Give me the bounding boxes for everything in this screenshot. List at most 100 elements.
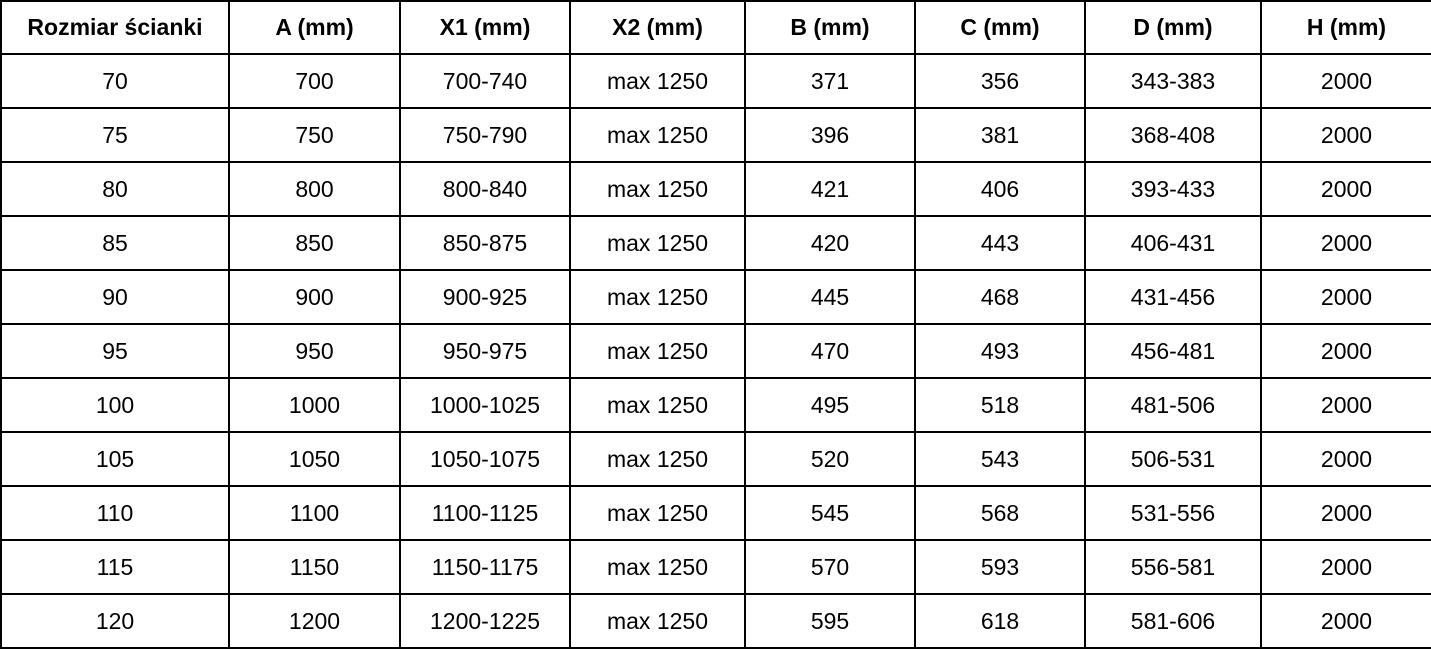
column-header-x2-mm: X2 (mm) [569,0,746,55]
table-row: 100 1000 1000-1025 max 1250 495 518 481-506 200… [0,377,1431,433]
table-cell: 100 [0,377,230,433]
table-cell: 2000 [1260,53,1431,109]
table-cell: 371 [744,53,916,109]
table-row: 90 900 900-925 max 1250 445 468 431-456 2000 [0,269,1431,325]
table-cell: 1200-1225 [399,593,571,649]
table-cell: 90 [0,269,230,325]
table-cell: 850-875 [399,215,571,271]
table-cell: 1200 [228,593,401,649]
table-cell: max 1250 [569,323,746,379]
column-header-a-mm: A (mm) [228,0,401,55]
table-cell: 545 [744,485,916,541]
table-cell: max 1250 [569,53,746,109]
table-cell: 493 [914,323,1086,379]
table-cell: 120 [0,593,230,649]
table-cell: 568 [914,485,1086,541]
table-cell: 900-925 [399,269,571,325]
table-cell: max 1250 [569,431,746,487]
table-cell: max 1250 [569,377,746,433]
table-cell: 1000 [228,377,401,433]
table-cell: 595 [744,593,916,649]
table-cell: 2000 [1260,377,1431,433]
table-cell: 110 [0,485,230,541]
table-cell: 356 [914,53,1086,109]
table-cell: 1050 [228,431,401,487]
table-cell: 1100-1125 [399,485,571,541]
table-cell: 570 [744,539,916,595]
table-cell: 2000 [1260,161,1431,217]
table-cell: max 1250 [569,269,746,325]
table-cell: 950 [228,323,401,379]
table-row: 110 1100 1100-1125 max 1250 545 568 531-556 200… [0,485,1431,541]
table-cell: 70 [0,53,230,109]
column-header-h-mm: H (mm) [1260,0,1431,55]
table-cell: 2000 [1260,539,1431,595]
table-cell: 520 [744,431,916,487]
table-cell: 431-456 [1084,269,1262,325]
table-cell: max 1250 [569,107,746,163]
table-cell: 850 [228,215,401,271]
table-cell: 950-975 [399,323,571,379]
table-cell: 85 [0,215,230,271]
table-cell: 2000 [1260,215,1431,271]
table-cell: 421 [744,161,916,217]
table-row: 120 1200 1200-1225 max 1250 595 618 581-606 200… [0,593,1431,649]
table-cell: 105 [0,431,230,487]
table-cell: 381 [914,107,1086,163]
column-header-c-mm: C (mm) [914,0,1086,55]
table-cell: max 1250 [569,161,746,217]
column-header-b-mm: B (mm) [744,0,916,55]
table-row: 80 800 800-840 max 1250 421 406 393-433 2000 [0,161,1431,217]
table-row: 95 950 950-975 max 1250 470 493 456-481 2000 [0,323,1431,379]
table-cell: 700 [228,53,401,109]
table-header: Rozmiar ścianki A (mm) X1 (mm) X2 (mm) B… [0,0,1431,55]
table-cell: 900 [228,269,401,325]
table-cell: 1100 [228,485,401,541]
table-cell: 1150 [228,539,401,595]
table-cell: 2000 [1260,485,1431,541]
table-cell: 95 [0,323,230,379]
table-cell: 2000 [1260,269,1431,325]
table-cell: 750 [228,107,401,163]
table-cell: 481-506 [1084,377,1262,433]
table-cell: 368-408 [1084,107,1262,163]
table-row: 105 1050 1050-1075 max 1250 520 543 506-531 200… [0,431,1431,487]
table-cell: 531-556 [1084,485,1262,541]
table-cell: 115 [0,539,230,595]
table-cell: 80 [0,161,230,217]
table-cell: 445 [744,269,916,325]
table-cell: 506-531 [1084,431,1262,487]
table-row: 75 750 750-790 max 1250 396 381 368-408 2000 [0,107,1431,163]
table-cell: 393-433 [1084,161,1262,217]
table-cell: 1050-1075 [399,431,571,487]
table-cell: 406-431 [1084,215,1262,271]
column-header-x1-mm: X1 (mm) [399,0,571,55]
table-cell: 2000 [1260,593,1431,649]
table-cell: 750-790 [399,107,571,163]
table-cell: 1150-1175 [399,539,571,595]
table-cell: 468 [914,269,1086,325]
table-row: 115 1150 1150-1175 max 1250 570 593 556-581 200… [0,539,1431,595]
table-cell: 543 [914,431,1086,487]
header-row: Rozmiar ścianki A (mm) X1 (mm) X2 (mm) B… [0,0,1431,55]
table-cell: max 1250 [569,215,746,271]
table-cell: 396 [744,107,916,163]
table-cell: 800 [228,161,401,217]
table-cell: 2000 [1260,323,1431,379]
table-cell: 518 [914,377,1086,433]
table-cell: 2000 [1260,431,1431,487]
table-cell: max 1250 [569,485,746,541]
table-cell: 1000-1025 [399,377,571,433]
table-cell: 495 [744,377,916,433]
table-cell: 456-481 [1084,323,1262,379]
table-cell: 420 [744,215,916,271]
table-row: 70 700 700-740 max 1250 371 356 343-383 2000 [0,53,1431,109]
table-cell: 470 [744,323,916,379]
table-cell: 75 [0,107,230,163]
table-cell: max 1250 [569,593,746,649]
table-row: 85 850 850-875 max 1250 420 443 406-431 2000 [0,215,1431,271]
table-cell: 343-383 [1084,53,1262,109]
table-cell: 593 [914,539,1086,595]
table-cell: 406 [914,161,1086,217]
